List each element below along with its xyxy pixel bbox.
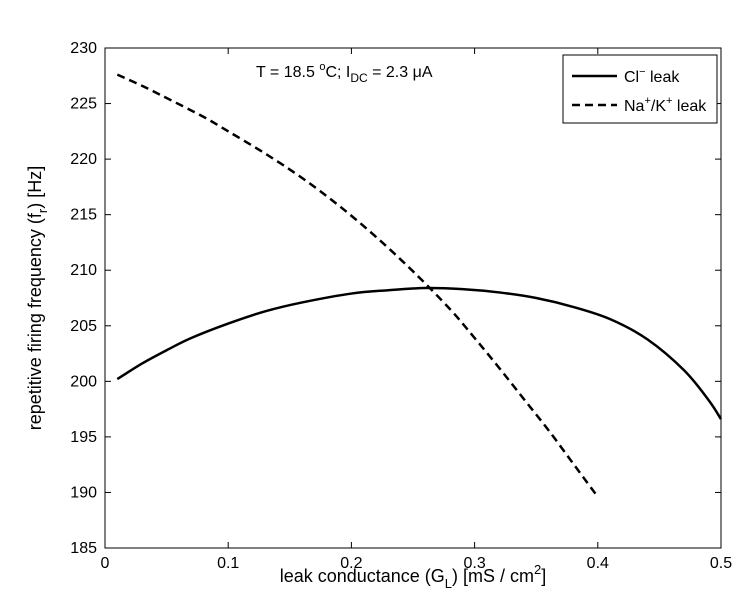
y-tick-label: 215 xyxy=(70,207,97,224)
x-tick-label: 0.1 xyxy=(217,555,239,572)
legend-label-na-k-leak: Na+/K+ leak xyxy=(624,95,707,115)
y-axis-ticks: 185 190 195 200 205 210 215 220 225 230 xyxy=(70,40,721,557)
y-tick-label: 200 xyxy=(70,373,97,390)
y-tick-label: 195 xyxy=(70,429,97,446)
legend-box xyxy=(562,54,718,124)
legend-na-sup: + xyxy=(644,95,650,107)
legend-na-suffix: leak xyxy=(672,98,707,115)
y-tick-label: 230 xyxy=(70,40,97,57)
x-label-sub: L xyxy=(445,576,452,591)
series-line-cl-leak xyxy=(116,286,723,420)
x-label-part2: ) [mS / cm xyxy=(452,566,534,586)
legend: Cl− leak Na+/K+ leak xyxy=(562,54,718,124)
annotation-dc-sub: DC xyxy=(350,71,368,85)
annotation-text: T = 18.5 oC; IDC = 2.3 μA xyxy=(256,61,433,85)
series-group xyxy=(116,73,723,498)
annotation-degree-sup: o xyxy=(319,61,325,73)
series-line-na-k-leak xyxy=(116,73,599,498)
x-tick-label: 0.5 xyxy=(710,555,732,572)
x-tick-label: 0.4 xyxy=(587,555,609,572)
x-axis-label: leak conductance (GL) [mS / cm2] xyxy=(280,562,547,591)
annotation-temp: T = 18.5 xyxy=(256,64,319,81)
x-tick-label: 0.2 xyxy=(340,555,362,572)
x-tick-label: 0.3 xyxy=(463,555,485,572)
annotation-celsius: C; I xyxy=(325,64,350,81)
plot-frame xyxy=(104,47,722,549)
legend-na-mid: /K xyxy=(651,98,666,115)
y-tick-label: 220 xyxy=(70,151,97,168)
legend-cl-sup: − xyxy=(639,66,645,78)
legend-cl-suffix: leak xyxy=(646,69,681,86)
y-tick-label: 210 xyxy=(70,262,97,279)
legend-label-cl-leak: Cl− leak xyxy=(624,66,680,86)
y-tick-label: 205 xyxy=(70,318,97,335)
x-axis-ticks: 0 0.1 0.2 0.3 0.4 0.5 xyxy=(101,48,732,572)
annotation-current: = 2.3 μA xyxy=(368,64,433,81)
y-tick-label: 185 xyxy=(70,540,97,557)
x-label-part1: leak conductance (G xyxy=(280,566,445,586)
x-label-sup: 2 xyxy=(534,562,541,577)
x-label-part3: ] xyxy=(541,566,546,586)
y-label-sub: r xyxy=(35,208,50,213)
y-axis-label: repetitive firing frequency (fr) [Hz] xyxy=(25,166,50,430)
y-tick-label: 225 xyxy=(70,96,97,113)
y-tick-label: 190 xyxy=(70,484,97,501)
y-label-part2: ) [Hz] xyxy=(25,166,45,209)
y-label-part1: repetitive firing frequency (f xyxy=(25,212,45,430)
x-tick-label: 0 xyxy=(101,555,110,572)
legend-na-sup2: + xyxy=(666,95,672,107)
legend-na-name: Na xyxy=(624,98,645,115)
legend-cl-name: Cl xyxy=(624,69,639,86)
